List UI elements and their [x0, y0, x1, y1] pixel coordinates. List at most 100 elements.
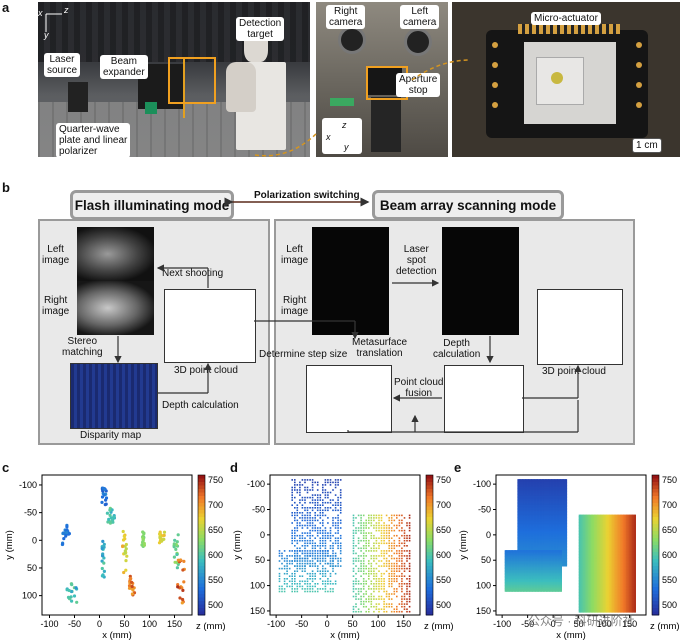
data-point — [388, 562, 390, 565]
data-point — [352, 552, 355, 555]
data-point — [368, 517, 370, 519]
data-point — [334, 522, 337, 524]
data-point — [529, 514, 532, 517]
data-point — [507, 580, 510, 583]
data-point — [557, 498, 560, 501]
data-point — [545, 500, 548, 503]
data-point — [520, 506, 523, 509]
data-point — [587, 540, 590, 543]
data-point — [380, 583, 383, 585]
data-point — [586, 542, 589, 545]
data-point — [537, 547, 540, 550]
data-point — [532, 554, 535, 557]
data-point — [581, 596, 584, 599]
data-point — [557, 504, 560, 508]
data-point — [536, 582, 539, 585]
data-point — [517, 538, 520, 541]
data-point — [390, 547, 393, 550]
data-point — [509, 572, 512, 576]
data-point — [518, 586, 521, 589]
data-point — [532, 536, 535, 540]
data-point — [535, 574, 538, 577]
data-point — [532, 586, 535, 589]
data-point — [547, 569, 550, 573]
data-point — [291, 491, 293, 494]
data-point — [529, 492, 532, 495]
x-tick-label: 50 — [119, 619, 129, 629]
data-point — [555, 544, 558, 547]
data-point — [375, 517, 378, 519]
data-point — [523, 485, 526, 488]
data-point — [540, 491, 543, 494]
data-point — [355, 595, 357, 598]
data-point — [322, 542, 324, 545]
data-point — [552, 572, 555, 576]
data-point — [561, 555, 564, 558]
data-point — [507, 588, 510, 591]
data-point — [532, 491, 535, 494]
data-point — [589, 554, 592, 557]
data-point — [390, 562, 393, 565]
data-point — [517, 547, 520, 550]
data-point — [547, 572, 550, 576]
data-point — [529, 520, 532, 523]
data-point — [539, 583, 543, 586]
panel-c-letter: c — [2, 460, 10, 475]
data-point — [522, 501, 525, 505]
disparity-map-image — [70, 363, 158, 429]
data-point — [533, 556, 536, 559]
data-point — [539, 588, 543, 591]
data-point — [509, 559, 512, 562]
data-point — [555, 571, 558, 574]
data-point — [390, 585, 393, 588]
data-point — [396, 580, 398, 583]
data-point — [549, 568, 552, 571]
beam-left-image — [312, 227, 389, 281]
data-point — [538, 500, 542, 503]
data-point — [540, 543, 543, 546]
data-point — [550, 569, 553, 573]
data-point — [530, 562, 533, 565]
data-point — [365, 527, 367, 529]
data-point — [283, 557, 286, 560]
colorbar-segment — [426, 548, 433, 553]
data-point — [373, 610, 375, 613]
data-point — [329, 590, 332, 593]
data-point — [294, 580, 296, 583]
data-point — [539, 556, 543, 559]
data-point — [546, 551, 549, 554]
data-point — [578, 599, 581, 602]
data-point — [519, 529, 522, 532]
data-point — [583, 593, 586, 596]
depth-points-box — [444, 365, 524, 433]
data-point — [528, 547, 531, 550]
data-point — [327, 491, 329, 494]
data-point — [578, 535, 581, 539]
data-point — [306, 496, 309, 499]
data-point — [580, 531, 583, 534]
data-point — [523, 539, 526, 543]
data-point — [329, 545, 332, 547]
data-point — [549, 588, 552, 591]
data-point — [530, 577, 533, 580]
data-point — [586, 534, 589, 537]
data-point — [584, 557, 587, 560]
data-point — [523, 551, 526, 554]
data-point — [324, 550, 327, 552]
data-point — [278, 580, 281, 583]
data-point — [543, 482, 546, 485]
data-point — [521, 575, 524, 579]
data-point — [510, 586, 513, 589]
data-point — [512, 559, 515, 562]
data-point — [540, 521, 543, 524]
data-point — [587, 581, 590, 584]
data-point — [554, 498, 557, 501]
data-point — [560, 501, 563, 505]
data-point — [554, 489, 557, 492]
data-point — [362, 560, 365, 562]
data-point — [523, 488, 526, 491]
colorbar-segment — [198, 569, 205, 574]
data-point — [589, 522, 592, 525]
data-point — [520, 517, 523, 520]
data-point — [523, 557, 526, 560]
